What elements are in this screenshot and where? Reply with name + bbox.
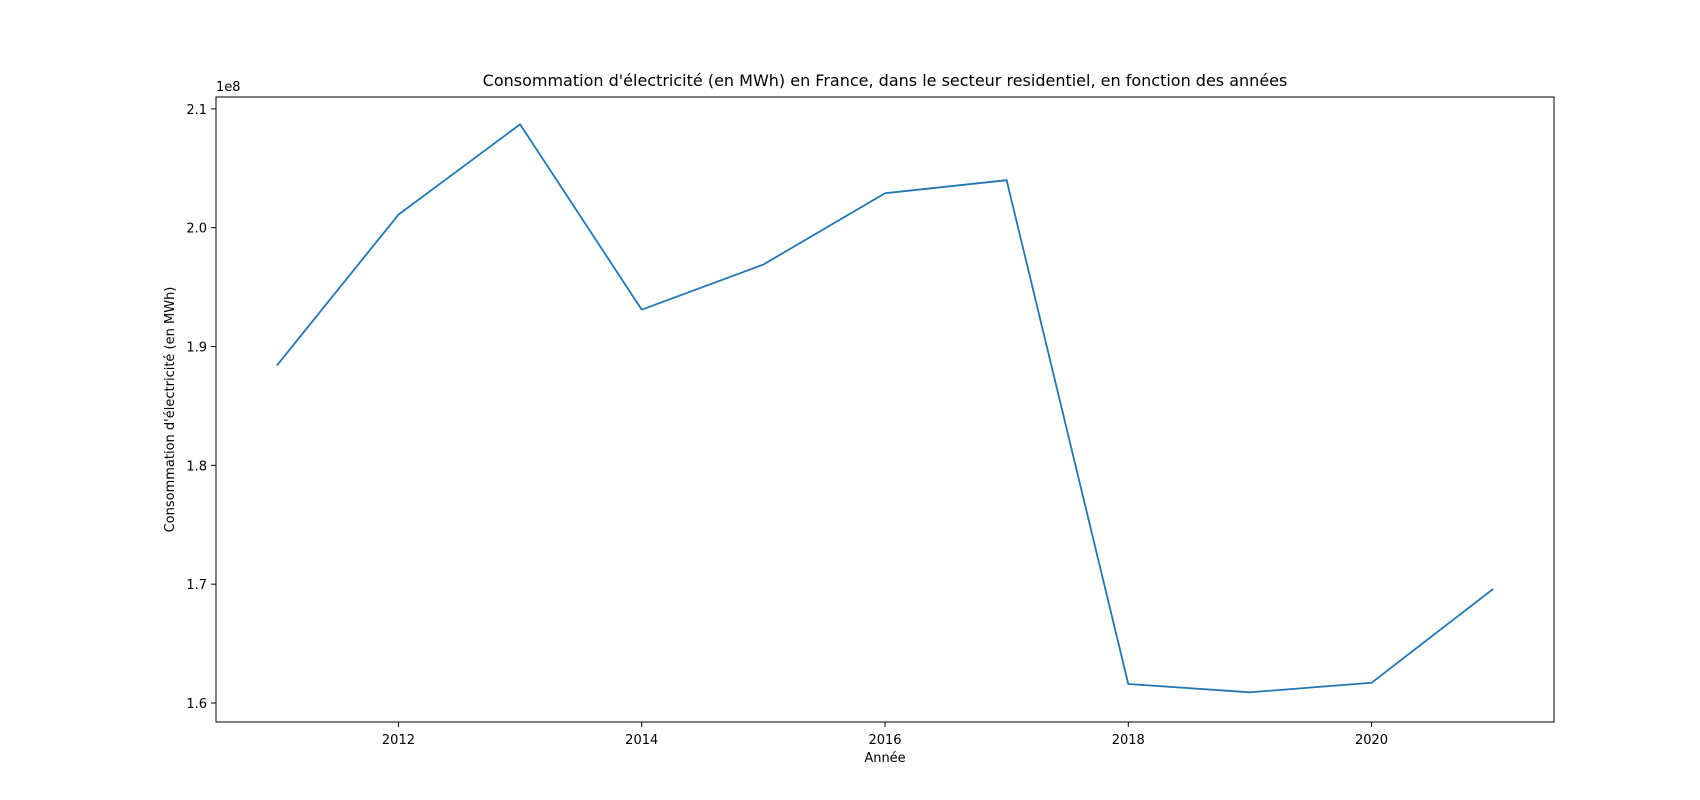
x-tick-label: 2020 [1355, 733, 1388, 748]
x-axis-label: Année [864, 751, 905, 766]
x-tick-label: 2018 [1112, 733, 1145, 748]
x-axis: 2012 2014 2016 2018 2020 [382, 722, 1388, 748]
y-tick-label: 1.9 [186, 341, 207, 356]
y-tick-label: 1.8 [186, 459, 207, 474]
y-tick-label: 2.1 [186, 103, 207, 118]
y-axis-label: Consommation d'électricité (en MWh) [163, 287, 178, 533]
y-tick-label: 1.7 [186, 578, 207, 593]
y-axis-offset-label: 1e8 [216, 80, 241, 95]
series-line [276, 123, 1494, 694]
x-tick-label: 2014 [625, 733, 658, 748]
y-tick-label: 1.6 [186, 697, 207, 712]
x-tick-label: 2016 [868, 733, 901, 748]
chart-title: Consommation d'électricité (en MWh) en F… [483, 71, 1288, 90]
x-tick-label: 2012 [382, 733, 415, 748]
axes-frame [215, 96, 1555, 723]
y-tick-label: 2.0 [186, 222, 207, 237]
y-axis: 1.6 1.7 1.8 1.9 2.0 2.1 [186, 103, 216, 712]
series-layer [276, 123, 1494, 694]
